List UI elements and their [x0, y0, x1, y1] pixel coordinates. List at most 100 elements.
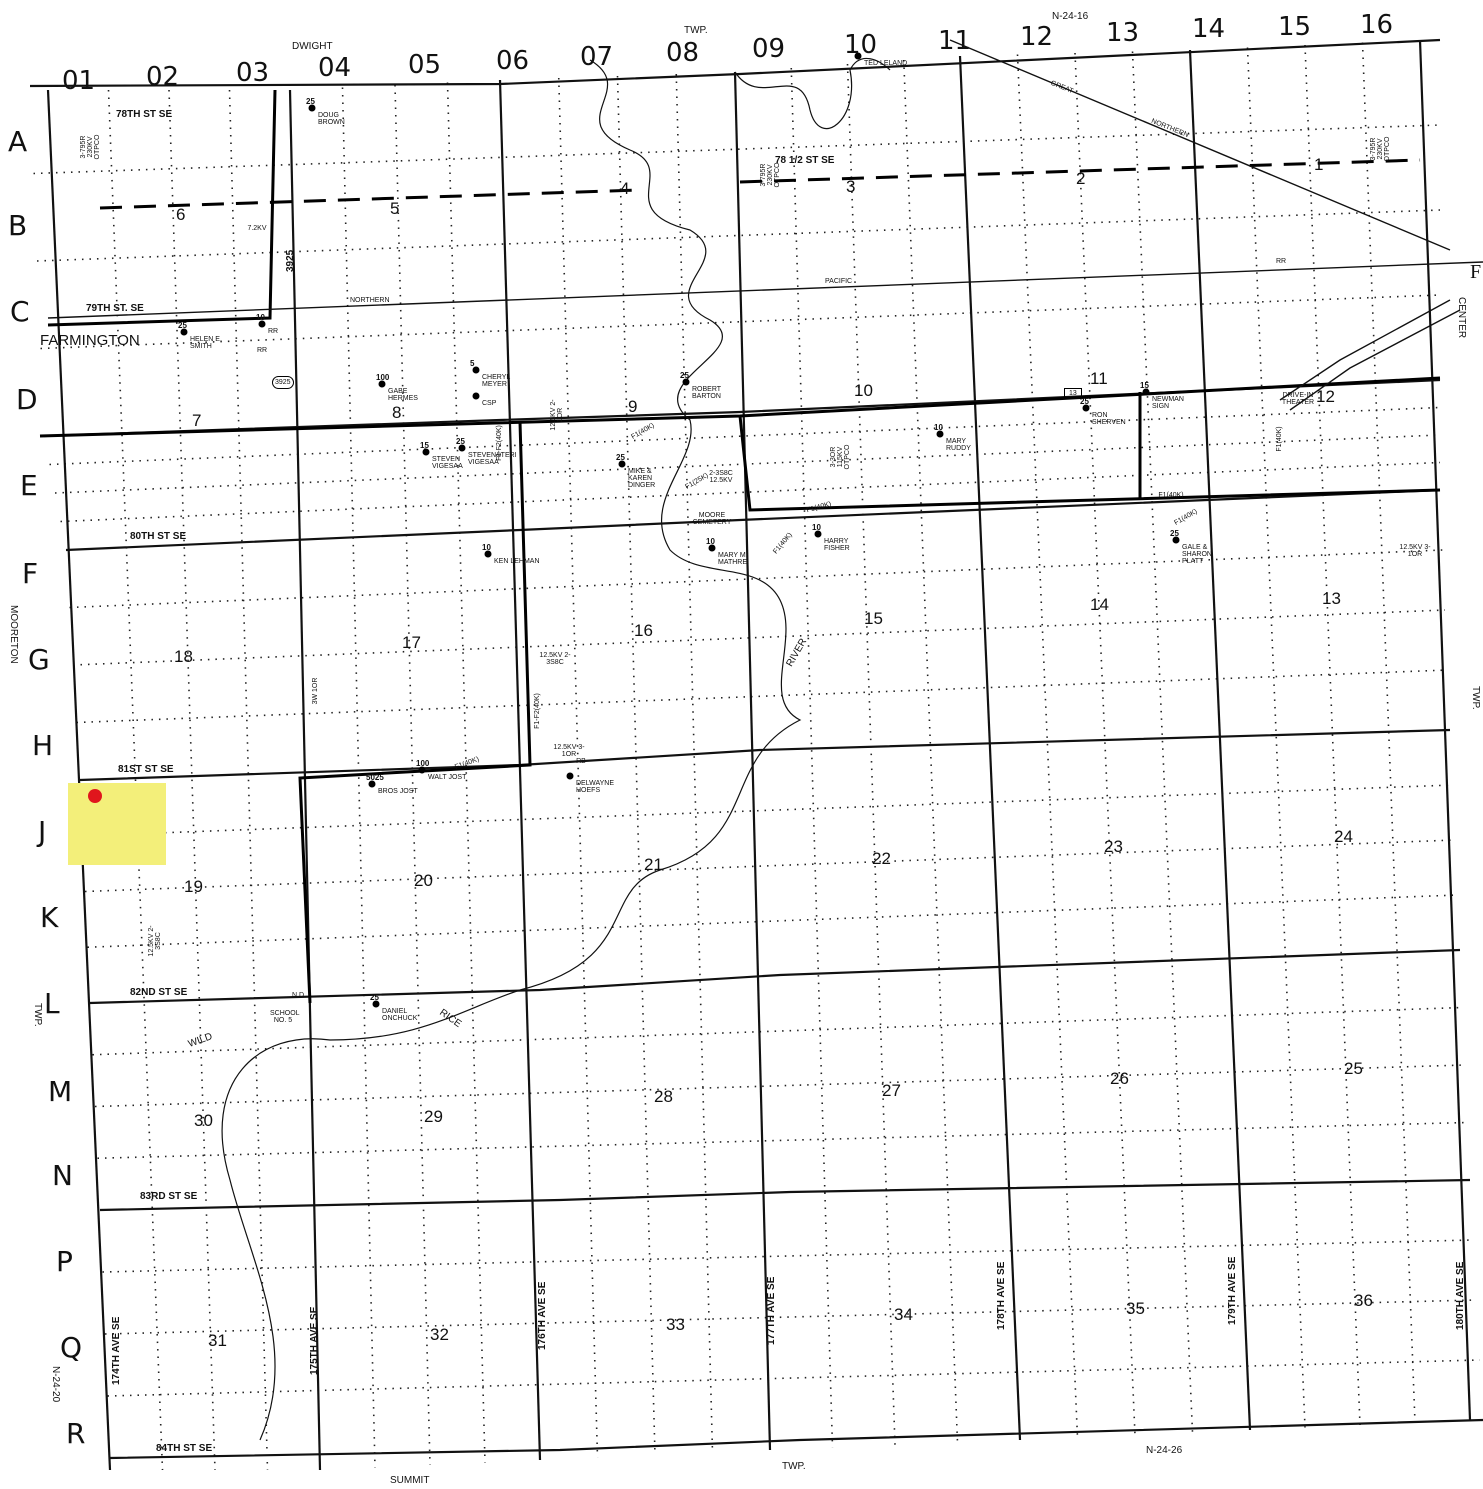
- customer-name: ROBERT BARTON: [692, 386, 721, 400]
- customer-name: DELWAYNE HOEFS: [576, 780, 614, 794]
- customer-name: MIKE & KAREN DINGER: [628, 468, 656, 489]
- place-dwight: DWIGHT: [292, 41, 333, 52]
- line-label: 12.5KV 2-3S8C: [539, 652, 571, 666]
- road-81st: 81ST ST SE: [118, 764, 174, 775]
- customer-kva: 15: [420, 441, 429, 450]
- transformer-icon: [372, 1000, 380, 1008]
- line-label: F1(40K): [1276, 426, 1283, 452]
- place-twp-bottom: TWP.: [782, 1461, 806, 1472]
- section-13: 13: [1322, 589, 1341, 608]
- place-twp-left: TWP.: [32, 1003, 43, 1027]
- transformer-icon: [472, 392, 480, 400]
- column-15: 15: [1278, 12, 1312, 42]
- customer-name: KEN LEHMAN: [494, 558, 540, 565]
- road-84th: 84TH ST SE: [156, 1443, 213, 1454]
- road-178th: 178TH AVE SE: [996, 1261, 1007, 1330]
- transformer-icon: [1082, 404, 1090, 412]
- landmark-drive-in: DRIVE-IN THEATER: [1281, 392, 1315, 406]
- row-P: P: [56, 1245, 73, 1278]
- customer-transformers: [180, 52, 1180, 1008]
- column-16: 16: [1360, 10, 1394, 40]
- customer-kva: 10: [482, 543, 491, 552]
- column-01: 01: [62, 66, 96, 96]
- column-05: 05: [408, 50, 442, 80]
- road-78-half: 78 1/2 ST SE: [775, 155, 835, 166]
- section-8: 8: [392, 403, 402, 422]
- transformer-icon: [1172, 536, 1180, 544]
- section-31: 31: [208, 1331, 227, 1350]
- power-lines: [39, 89, 1441, 1004]
- line-label: 12.5KV 3-1OR: [1399, 544, 1431, 558]
- section-18: 18: [174, 647, 193, 666]
- customer-kva: 25: [1170, 529, 1179, 538]
- place-summit: SUMMIT: [390, 1475, 430, 1486]
- section-line-roads: [29, 38, 1483, 1471]
- customer-name: STEVEN VIGESAA: [432, 456, 463, 470]
- row-A: A: [8, 125, 28, 158]
- rr-pacific: PACIFIC: [825, 278, 853, 285]
- customer-kva: 10: [706, 537, 715, 546]
- line-label: 3-795R 230KV OTPCO: [760, 162, 781, 188]
- line-label: 3-795R 230KV OTPCO: [80, 134, 101, 160]
- line-label: F1-F2(40K): [534, 693, 541, 729]
- section-2: 2: [1076, 169, 1086, 188]
- section-4: 4: [620, 179, 630, 198]
- customer-kva: 25: [456, 437, 465, 446]
- road-83rd: 83RD ST SE: [140, 1191, 198, 1202]
- section-23: 23: [1104, 837, 1123, 856]
- section-6: 6: [176, 205, 186, 224]
- section-28: 28: [654, 1087, 673, 1106]
- customer-kva: 25: [1080, 397, 1089, 406]
- customer-kva: 25: [370, 993, 379, 1002]
- customer-name: MARY M. MATHRE: [718, 552, 748, 566]
- customer-kva: 10: [934, 423, 943, 432]
- road-82nd: 82ND ST SE: [130, 987, 188, 998]
- section-19: 19: [184, 877, 203, 896]
- road-80th: 80TH ST SE: [130, 531, 187, 542]
- section-22: 22: [872, 849, 891, 868]
- quarter-section-grid: [33, 42, 1480, 1471]
- rr-rr-1: RR: [1276, 258, 1287, 265]
- place-n-24-16: N-24-16: [1052, 11, 1089, 22]
- section-26: 26: [1110, 1069, 1129, 1088]
- section-7: 7: [192, 411, 202, 430]
- row-R: R: [66, 1417, 86, 1450]
- customer-name: CHERYL MEYER: [482, 374, 511, 388]
- place-twp-right: TWP.: [1470, 686, 1481, 710]
- section-16: 16: [634, 621, 653, 640]
- customer-name: DOUG BROWN: [318, 112, 345, 126]
- customer-name: MARY RUDDY: [946, 438, 971, 452]
- road-176th: 176TH AVE SE: [537, 1281, 548, 1350]
- section-12: 12: [1316, 387, 1335, 406]
- customer-name: GALE & SHARON PLATT: [1182, 544, 1212, 565]
- customer-kva: 25: [306, 97, 315, 106]
- line-label: RB: [576, 758, 586, 765]
- landmark-moore-cemetery: MOORE CEMETERY: [692, 512, 732, 526]
- railroad: [47, 39, 1483, 411]
- section-32: 32: [430, 1325, 449, 1344]
- column-07: 07: [580, 42, 614, 72]
- location-marker: [88, 789, 102, 803]
- road-175th: 175TH AVE SE: [309, 1306, 320, 1375]
- line-label: 3-795R 230KV OTPCO: [1370, 136, 1391, 162]
- road-179th: 179TH AVE SE: [1227, 1256, 1238, 1325]
- section-10: 10: [854, 381, 873, 400]
- section-33: 33: [666, 1315, 685, 1334]
- river: [221, 59, 802, 1441]
- transformer-icon: [936, 430, 944, 438]
- customer-kva: 25: [680, 371, 689, 380]
- customer-name: HELEN E. SMITH: [190, 336, 222, 350]
- transformer-icon: [378, 380, 386, 388]
- section-15: 15: [864, 609, 883, 628]
- transformer-icon: [566, 772, 574, 780]
- section-1: 1: [1314, 155, 1324, 174]
- transformer-icon: [682, 378, 690, 386]
- place-mooreton: MOORETON: [8, 605, 19, 664]
- road-174th: 174TH AVE SE: [111, 1316, 122, 1385]
- customer-name: DANIEL ONCHUCK: [382, 1008, 418, 1022]
- place-n-24-26: N-24-26: [1146, 1445, 1183, 1456]
- section-24: 24: [1334, 827, 1353, 846]
- line-label: 3-3OR 115KV OTPCO: [830, 444, 851, 470]
- transformer-icon: [368, 780, 376, 788]
- customer-kva: 15: [1140, 381, 1149, 390]
